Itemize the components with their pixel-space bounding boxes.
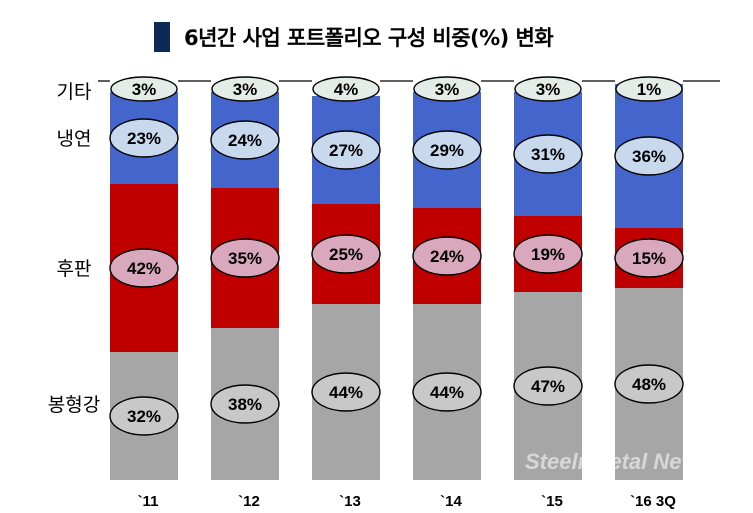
data-label: 36% <box>632 147 666 166</box>
x-tick-group: `11 `12 `13 `14 `15 `16 3Q <box>138 493 677 510</box>
data-labels-group: 32% 42% 23% 3% 38% 35% 24% 3% 44% 25% 27% 4% 44% 24% 2… <box>109 76 684 436</box>
data-label: 32% <box>127 407 161 426</box>
data-label-bubble <box>311 234 381 274</box>
data-label: 15% <box>632 249 666 268</box>
series-label: 기타 <box>57 81 92 103</box>
data-label-bubble <box>513 366 583 406</box>
data-label: 3% <box>132 80 157 99</box>
data-label: 4% <box>334 80 359 99</box>
data-label: 23% <box>127 129 161 148</box>
data-label: 35% <box>228 249 262 268</box>
chart-title: 6년간 사업 포트폴리오 구성 비중(%) 변화 <box>154 21 554 53</box>
data-label: 3% <box>233 80 258 99</box>
data-label: 29% <box>430 141 464 160</box>
data-label: 24% <box>228 131 262 150</box>
x-tick-label: `15 <box>541 493 563 510</box>
data-label-bubble <box>513 134 583 174</box>
data-label-bubble <box>311 130 381 170</box>
data-label-bubble <box>412 236 482 276</box>
data-label-bubble <box>513 234 583 274</box>
data-label-bubble <box>110 76 178 102</box>
data-label: 47% <box>531 377 565 396</box>
title-marker <box>154 22 170 52</box>
data-label-bubble <box>109 248 179 288</box>
data-label-bubble <box>210 238 280 278</box>
data-label-bubble <box>312 76 380 102</box>
data-label: 42% <box>127 259 161 278</box>
data-label-bubble <box>211 76 279 102</box>
data-label-bubble <box>614 238 684 278</box>
data-label-bubble <box>109 396 179 436</box>
data-label-bubble <box>614 364 684 404</box>
data-label-bubble <box>109 118 179 158</box>
x-tick-label: `11 <box>138 493 159 510</box>
data-label: 1% <box>637 80 662 99</box>
watermark: SteelnMetal News <box>525 449 711 474</box>
data-label-bubble <box>412 372 482 412</box>
series-label: 봉형강 <box>48 394 100 416</box>
x-tick-label: `13 <box>339 493 361 510</box>
data-label-bubble <box>614 136 684 176</box>
data-label-bubble <box>514 76 582 102</box>
x-tick-label: `16 3Q <box>630 493 676 510</box>
x-tick-label: `12 <box>238 493 260 510</box>
data-label-bubble <box>210 384 280 424</box>
data-label-bubble <box>413 76 481 102</box>
series-labels-group: 봉형강 후판 냉연 기타 <box>48 81 100 416</box>
x-tick-label: `14 <box>440 493 462 510</box>
data-label: 25% <box>329 245 363 264</box>
data-label: 38% <box>228 395 262 414</box>
series-label: 후판 <box>57 258 92 280</box>
data-label: 48% <box>632 375 666 394</box>
data-label: 27% <box>329 141 363 160</box>
data-label-bubble <box>311 372 381 412</box>
data-label: 24% <box>430 247 464 266</box>
data-label: 44% <box>430 383 464 402</box>
data-label: 3% <box>536 80 561 99</box>
data-label: 31% <box>531 145 565 164</box>
series-label: 냉연 <box>57 128 92 150</box>
data-label-bubble <box>210 120 280 160</box>
data-label: 3% <box>435 80 460 99</box>
data-label: 19% <box>531 245 565 264</box>
data-label: 44% <box>329 383 363 402</box>
title-text: 6년간 사업 포트폴리오 구성 비중(%) 변화 <box>184 26 554 50</box>
bars-group <box>110 80 683 480</box>
data-label-bubble <box>412 130 482 170</box>
data-label-bubble <box>615 76 683 102</box>
